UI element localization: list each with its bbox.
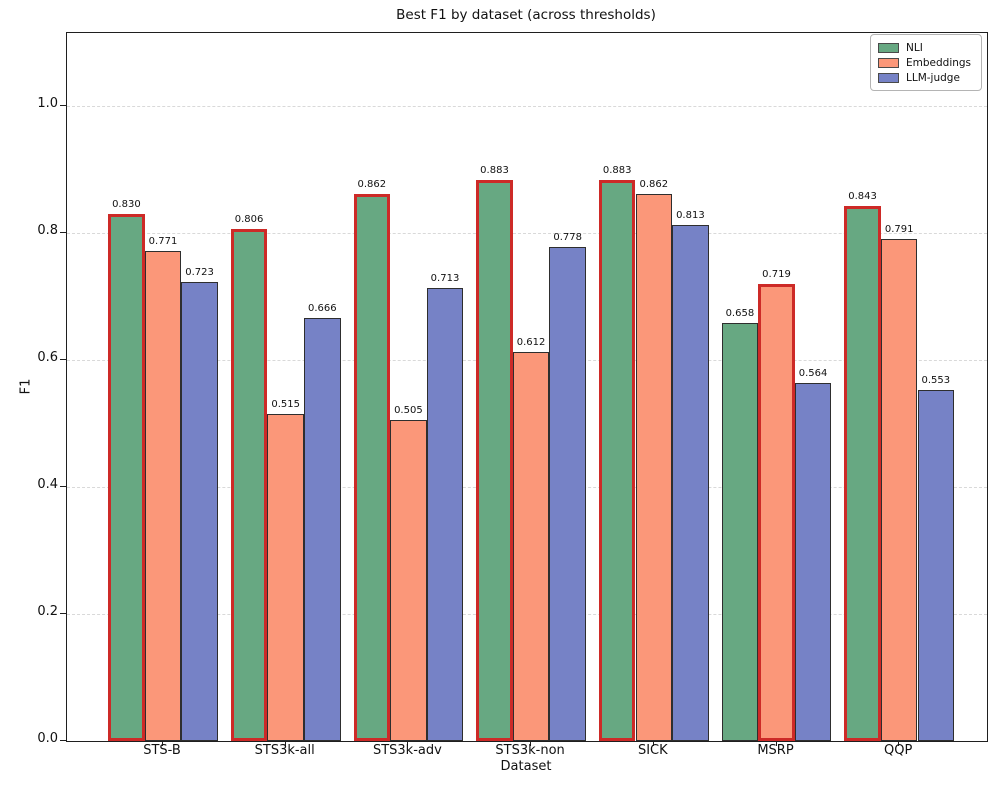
- legend-swatch-embeddings: [878, 57, 899, 68]
- bar-value-label: 0.830: [112, 198, 141, 210]
- plot-area: 0.830 0.771 0.723 0.806 0.515 0.666 0.862 0.505…: [66, 32, 988, 742]
- y-tick-mark: [60, 613, 66, 614]
- bar-value-label: 0.813: [676, 209, 705, 221]
- bar-value-label: 0.719: [762, 269, 791, 281]
- y-tick-mark: [60, 486, 66, 487]
- legend-label-embeddings: Embeddings: [906, 56, 972, 69]
- legend: NLI Embeddings LLM-judge: [870, 34, 982, 91]
- bar-value-label: 0.713: [430, 273, 460, 285]
- bar-value-label: 0.883: [602, 165, 632, 177]
- bar-nli-sts-b: [108, 213, 145, 741]
- legend-label-llm-judge: LLM-judge: [906, 71, 960, 84]
- bar-value-label: 0.862: [357, 178, 387, 190]
- bar-llm-judge-sts-b: [181, 281, 218, 741]
- bar-value-label: 0.564: [798, 367, 828, 379]
- x-tick-mark: [162, 741, 163, 746]
- bar-value-label: 0.515: [271, 398, 300, 410]
- x-tick-label-sts3k-all: STS3k-all: [254, 743, 315, 758]
- chart-title: Best F1 by dataset (across thresholds): [396, 7, 656, 23]
- x-tick-mark: [898, 741, 900, 746]
- bar-llm-judge-sick: [672, 224, 709, 741]
- y-tick-label: 0.2: [37, 604, 58, 619]
- y-tick-mark: [60, 359, 66, 360]
- y-tick-label: 0.4: [37, 477, 58, 492]
- bar-value-label: 0.778: [553, 231, 582, 243]
- y-tick-label: 0.0: [37, 731, 58, 746]
- bar-value-label: 0.791: [884, 223, 914, 235]
- x-tick-label-qqp: QQP: [884, 743, 913, 758]
- legend-row-nli: NLI: [878, 40, 974, 55]
- bar-embeddings-qqp: [880, 238, 918, 741]
- bar-nli-sick: [598, 180, 636, 741]
- bar-value-label: 0.843: [848, 190, 877, 202]
- bar-llm-judge-sts3k-non: [549, 246, 586, 741]
- legend-swatch-nli: [878, 42, 899, 53]
- x-tick-mark: [652, 741, 654, 746]
- bar-nli-sts3k-all: [230, 229, 268, 741]
- bar-embeddings-sick: [635, 193, 673, 741]
- x-tick-label-sick: SICK: [637, 743, 668, 758]
- bar-value-label: 0.553: [921, 374, 951, 386]
- y-tick-label: 0.8: [37, 223, 58, 239]
- x-tick-label-msrp: MSRP: [757, 743, 794, 758]
- y-tick-mark: [60, 740, 66, 741]
- bar-value-label: 0.723: [185, 266, 214, 278]
- bar-llm-judge-msrp: [794, 382, 832, 741]
- bar-value-label: 0.862: [639, 178, 669, 190]
- bar-nli-sts3k-non: [476, 180, 513, 741]
- bar-value-label: 0.883: [480, 165, 509, 177]
- y-tick-mark: [60, 105, 66, 107]
- bar-value-label: 0.666: [307, 303, 337, 315]
- bar-nli-sts3k-adv: [353, 193, 391, 741]
- x-tick-mark: [775, 741, 777, 746]
- bar-embeddings-sts3k-non: [512, 352, 550, 741]
- bar-value-label: 0.658: [725, 308, 755, 320]
- bar-embeddings-sts3k-adv: [390, 420, 427, 741]
- bar-llm-judge-sts3k-adv: [426, 288, 464, 741]
- bar-value-label: 0.771: [148, 236, 178, 248]
- bar-llm-judge-qqp: [917, 389, 955, 741]
- bar-value-label: 0.612: [516, 337, 546, 349]
- bar-nli-msrp: [721, 323, 759, 741]
- x-tick-label-sts-b: STS-B: [143, 743, 181, 758]
- legend-swatch-llm-judge: [878, 72, 899, 83]
- legend-label-nli: NLI: [906, 41, 923, 54]
- y-tick-label: 1.0: [37, 96, 58, 112]
- y-tick-label: 0.6: [37, 350, 58, 365]
- x-tick-label-sts3k-non: STS3k-non: [495, 743, 565, 758]
- x-tick-mark: [284, 741, 286, 746]
- y-tick-mark: [60, 232, 66, 234]
- x-axis-label: Dataset: [500, 759, 552, 774]
- bar-embeddings-msrp: [758, 284, 795, 741]
- bar-llm-judge-sts3k-all: [304, 318, 341, 741]
- bar-value-label: 0.806: [234, 214, 264, 226]
- gridline: [67, 232, 987, 234]
- bar-nli-qqp: [844, 205, 881, 741]
- bar-embeddings-sts3k-all: [267, 413, 304, 741]
- bar-embeddings-sts-b: [144, 251, 182, 741]
- gridline: [67, 105, 987, 107]
- bar-value-label: 0.505: [394, 405, 423, 417]
- x-tick-label-sts3k-adv: STS3k-adv: [372, 743, 442, 758]
- x-tick-mark: [530, 741, 532, 746]
- legend-row-embeddings: Embeddings: [878, 55, 974, 70]
- legend-row-llm-judge: LLM-judge: [878, 70, 974, 85]
- x-tick-mark: [407, 741, 409, 746]
